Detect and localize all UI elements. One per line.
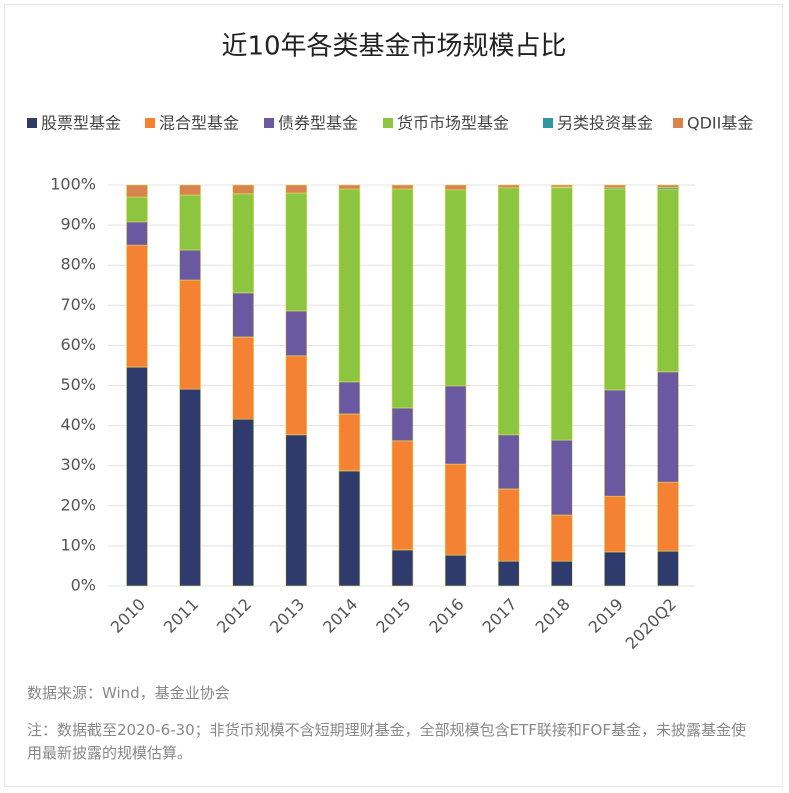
- x-tick-label: 2018: [532, 595, 574, 637]
- y-tick-label: 100%: [50, 175, 96, 194]
- legend-swatch: [673, 118, 683, 128]
- bar-segment: [550, 187, 573, 441]
- bar-segment: [604, 184, 626, 189]
- x-tick-label: 2011: [160, 595, 202, 637]
- bar-segment: [338, 470, 361, 587]
- note: 注：数据截至2020-6-30；非货币规模不含短期理财基金，全部规模包含ETF联…: [27, 721, 746, 762]
- y-tick-label: 0%: [71, 576, 96, 595]
- bar-segment: [285, 434, 308, 587]
- bar-segment: [657, 550, 679, 587]
- bar-segment: [657, 481, 679, 552]
- bar-segment: [126, 221, 148, 246]
- legend-label: QDII基金: [687, 114, 753, 133]
- bar-segment: [604, 389, 626, 497]
- bar-segment: [126, 244, 148, 368]
- y-tick-label: 60%: [60, 335, 96, 354]
- x-tick-label: 2010: [107, 595, 149, 637]
- bar-segment: [232, 292, 254, 338]
- bar-segment: [179, 279, 201, 390]
- legend-swatch: [145, 118, 155, 128]
- bar-segment: [550, 560, 573, 587]
- y-tick-label: 10%: [60, 535, 96, 554]
- x-tick-label: 2020Q2: [622, 595, 680, 653]
- legend-label: 货币市场型基金: [397, 114, 509, 133]
- frame: [4, 4, 783, 787]
- bar-segment: [232, 418, 254, 587]
- bar-segment: [497, 560, 520, 587]
- x-tick-label: 2019: [585, 595, 627, 637]
- bar-segment: [444, 554, 467, 587]
- legend-swatch: [27, 118, 37, 128]
- bar-segment: [550, 514, 573, 562]
- legend-swatch: [383, 118, 393, 128]
- bar-segment: [657, 371, 679, 483]
- bar-segment: [285, 184, 308, 194]
- y-tick-label: 30%: [60, 455, 96, 474]
- bar-segment: [657, 184, 679, 188]
- bar-segment: [179, 249, 201, 281]
- bar-segment: [232, 184, 254, 195]
- x-tick-label: 2013: [266, 595, 308, 637]
- bar-segment: [444, 385, 467, 465]
- bar-segment: [285, 310, 308, 357]
- x-tick-label: 2017: [478, 595, 520, 637]
- y-tick-label: 70%: [60, 295, 96, 314]
- bar-segment: [338, 413, 361, 472]
- x-tick-label: 2015: [372, 595, 414, 637]
- bar-segment: [497, 184, 520, 189]
- bar-segment: [604, 551, 626, 587]
- bar-segment: [232, 193, 254, 294]
- bar-segment: [444, 184, 467, 191]
- bar-segment: [126, 196, 148, 223]
- bar-segment: [604, 495, 626, 553]
- bar-segment: [391, 549, 414, 587]
- bar-segment: [285, 192, 308, 312]
- legend-label: 混合型基金: [159, 114, 239, 133]
- x-tick-label: 2016: [425, 595, 467, 637]
- bar-segment: [497, 187, 520, 436]
- bar-segment: [285, 355, 308, 436]
- bar-segment: [657, 188, 679, 373]
- bar-segment: [604, 188, 626, 391]
- bar-segment: [126, 366, 148, 587]
- bar-segment: [179, 388, 201, 587]
- y-tick-label: 20%: [60, 495, 96, 514]
- source: 数据来源：Wind，基金业协会: [27, 684, 230, 702]
- legend-label: 债券型基金: [278, 114, 358, 133]
- bar-segment: [550, 439, 573, 516]
- bar-segment: [550, 184, 573, 188]
- bar-segment: [338, 184, 361, 190]
- bar-segment: [444, 463, 467, 556]
- y-tick-label: 50%: [60, 375, 96, 394]
- bar-segment: [179, 184, 201, 196]
- bar-segment: [179, 194, 201, 251]
- bar-segment: [444, 189, 467, 387]
- bar-segment: [497, 434, 520, 490]
- bar-segment: [497, 488, 520, 562]
- legend-swatch: [264, 118, 274, 128]
- chart-title: 近10年各类基金市场规模占比: [221, 32, 566, 62]
- bar-segment: [126, 184, 148, 198]
- x-tick-label: 2014: [319, 595, 361, 637]
- legend-swatch: [543, 118, 553, 128]
- bar-segment: [338, 381, 361, 415]
- bar-segment: [391, 184, 414, 190]
- bar-segment: [338, 188, 361, 383]
- y-tick-label: 90%: [60, 215, 96, 234]
- x-tick-label: 2012: [213, 595, 255, 637]
- legend-label: 另类投资基金: [557, 114, 653, 133]
- y-tick-label: 40%: [60, 415, 96, 434]
- bar-segment: [391, 440, 414, 551]
- legend-label: 股票型基金: [41, 114, 121, 133]
- bar-segment: [391, 188, 414, 409]
- bar-segment: [391, 407, 414, 442]
- y-tick-label: 80%: [60, 255, 96, 274]
- chart: 近10年各类基金市场规模占比 0% 10% 20% 30% 40% 50% 60% 70% 80…: [27, 32, 753, 653]
- bar-segment: [232, 336, 254, 420]
